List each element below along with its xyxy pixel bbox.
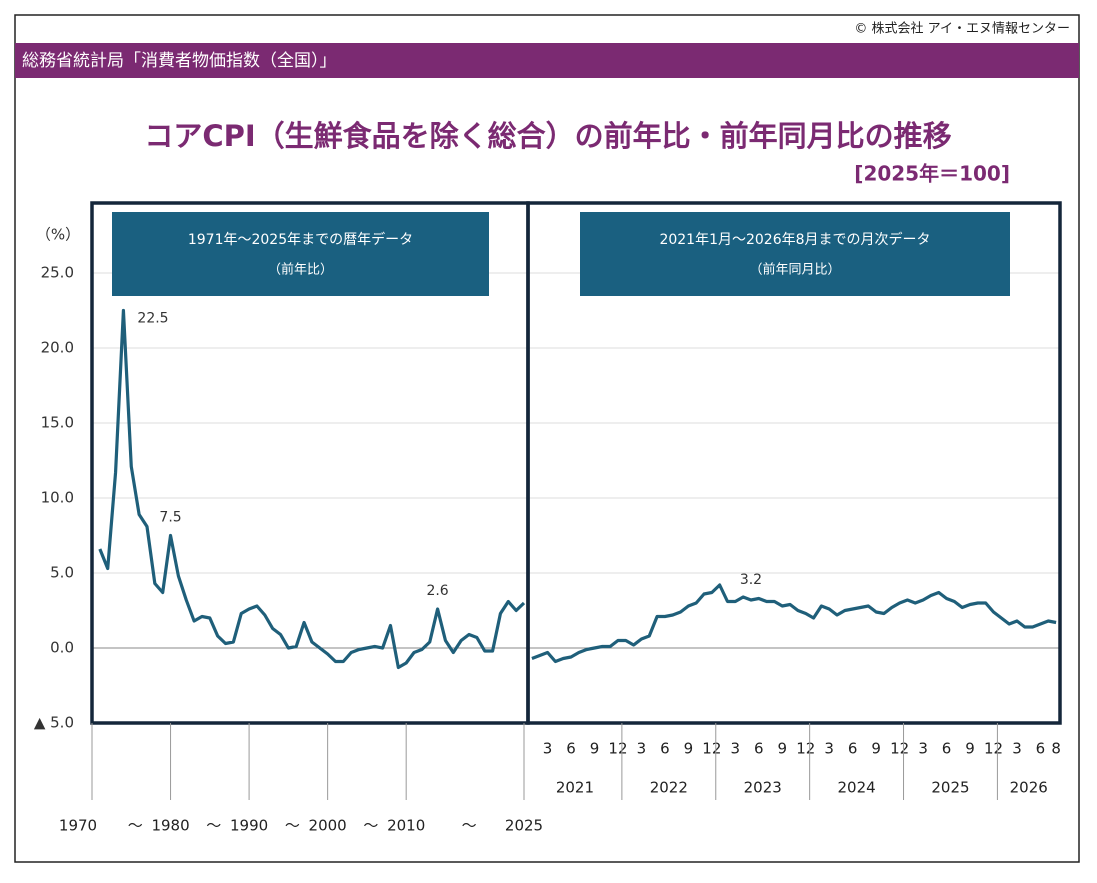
info-box [580,212,1010,296]
data-label: 7.5 [159,510,181,526]
data-line [98,308,526,670]
month-label: 12 [608,740,627,758]
range-mark: ～ [462,817,477,835]
y-tick-label: 0.0 [50,639,74,657]
y-unit: （%） [36,226,80,244]
month-label: 9 [965,740,975,758]
source: 総務省統計局「消費者物価指数（全国）」 [22,51,337,71]
month-label: 12 [796,740,815,758]
month-label: 3 [1012,740,1022,758]
month-label: 6 [942,740,952,758]
x-tick-label: 1970 [59,817,97,835]
x-tick-label: 2010 [387,817,425,835]
month-label: 6 [1036,740,1046,758]
panel [526,201,1062,725]
x-tick-label: 2025 [505,817,543,835]
month-label: 6 [660,740,670,758]
month-label: 9 [684,740,694,758]
month-label: 12 [984,740,1003,758]
x-tick-label: 2000 [309,817,347,835]
data-label: 3.2 [740,572,762,588]
year-label: 2024 [837,779,875,797]
info-text: （前年比） [268,262,333,278]
chart: ▲ 5.0 0.0 5.0 10.0 15.0 20.0 25.0 （%） 1971年～2025… [34,201,1062,835]
range-mark: ～ [285,817,300,835]
x-tick-label: 1990 [230,817,268,835]
info-text: （前年同月比） [749,262,840,278]
info-box [112,212,489,296]
month-label: 3 [824,740,834,758]
subtitle: [2025年＝100] [854,162,1010,186]
year-label: 2026 [1010,779,1048,797]
month-label: 6 [848,740,858,758]
year-label: 2021 [556,779,594,797]
year-label: 2025 [931,779,969,797]
y-tick-label: ▲ 5.0 [34,714,74,732]
data-line [531,583,1057,664]
month-label: 12 [890,740,909,758]
month-label: 3 [543,740,553,758]
data-label: 2.6 [426,583,448,599]
y-tick-label: 5.0 [50,564,74,582]
month-label: 9 [777,740,787,758]
range-mark: ～ [363,817,378,835]
y-tick-label: 25.0 [41,264,74,282]
frame [14,14,1080,863]
info-text: 2021年1月～2026年8月までの月次データ [659,231,930,248]
month-label: 9 [590,740,600,758]
year-label: 2023 [744,779,782,797]
month-label: 6 [566,740,576,758]
copyright: © 株式会社 アイ・エヌ情報センター [854,21,1070,37]
range-mark: ～ [128,817,143,835]
month-label: 8 [1051,740,1061,758]
month-label: 3 [918,740,928,758]
month-label: 6 [754,740,764,758]
month-label: 12 [702,740,721,758]
month-label: 3 [637,740,647,758]
y-tick-label: 10.0 [41,489,74,507]
month-label: 3 [731,740,741,758]
year-label: 2022 [650,779,688,797]
header-bar [15,43,1079,78]
y-tick-label: 15.0 [41,414,74,432]
chart-title: コアCPI（生鮮食品を除く総合）の前年比・前年同月比の推移 [144,119,951,153]
month-label: 9 [871,740,881,758]
info-text: 1971年～2025年までの暦年データ [188,231,413,248]
y-tick-label: 20.0 [41,339,74,357]
range-mark: ～ [206,817,221,835]
x-tick-label: 1980 [151,817,189,835]
data-label: 22.5 [137,311,168,327]
